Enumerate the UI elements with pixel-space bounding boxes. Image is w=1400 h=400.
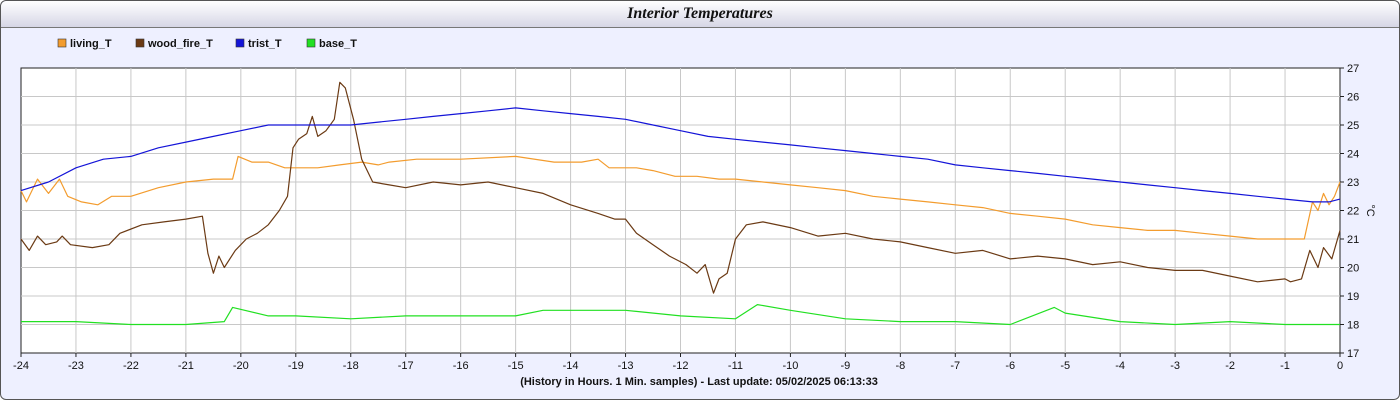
y-tick-label: 24 (1347, 149, 1359, 161)
x-tick-label: -13 (618, 360, 634, 372)
x-tick-label: -23 (68, 360, 84, 372)
x-tick-label: 0 (1337, 360, 1343, 372)
legend-label: wood_fire_T (147, 38, 213, 50)
x-tick-label: -8 (895, 360, 905, 372)
legend-label: trist_T (248, 38, 282, 50)
x-tick-label: -5 (1060, 360, 1070, 372)
y-tick-label: 18 (1347, 320, 1359, 332)
y-tick-label: 19 (1347, 291, 1359, 303)
chart-footer: (History in Hours. 1 Min. samples) - Las… (520, 376, 878, 388)
y-tick-label: 21 (1347, 234, 1359, 246)
x-tick-label: -9 (840, 360, 850, 372)
series-line-trist-T (20, 107, 1341, 203)
x-tick-label: -18 (343, 360, 359, 372)
x-tick-label: -7 (950, 360, 960, 372)
axes: -24 -23 -22 -21 -20 -19 -18 -17 -16 -15 -14 -13 -12-… (13, 63, 1359, 372)
x-tick-label: -3 (1170, 360, 1180, 372)
y-tick-label: 25 (1347, 120, 1359, 132)
y-tick-label: 23 (1347, 177, 1359, 189)
legend-swatch (57, 38, 67, 48)
series-line-base-T (21, 304, 1340, 326)
chart-title: Interior Temperatures (627, 5, 773, 22)
x-tick-label: -4 (1115, 360, 1125, 372)
x-tick-label: -1 (1280, 360, 1290, 372)
x-tick-label: -22 (123, 360, 139, 372)
legend-label: base_T (319, 38, 357, 50)
x-tick-label: -20 (233, 360, 249, 372)
x-tick-label: -17 (398, 360, 414, 372)
legend-label: living_T (70, 38, 112, 50)
x-tick-label: -19 (288, 360, 304, 372)
x-tick-label: -15 (508, 360, 524, 372)
y-tick-label: 22 (1347, 206, 1359, 218)
x-tick-label: -14 (563, 360, 579, 372)
x-tick-label: -11 (728, 360, 743, 372)
y-axis-label: °C (1364, 204, 1376, 216)
y-tick-label: 20 (1347, 263, 1359, 275)
y-tick-label: 26 (1347, 92, 1359, 104)
x-tick-label: -6 (1005, 360, 1015, 372)
series-line-living-T (20, 155, 1341, 240)
legend: living_T wood_fire_T trist_T base_T (57, 38, 357, 50)
y-tick-label: 27 (1347, 63, 1359, 75)
legend-swatch (235, 38, 245, 48)
gridlines (21, 68, 1340, 353)
legend-swatch (306, 38, 316, 48)
series-line-wood-fire-T (20, 81, 1341, 294)
x-tick-label: -12 (673, 360, 689, 372)
series-lines (20, 81, 1341, 326)
title-bar: Interior Temperatures (1, 1, 1399, 28)
y-tick-label: 17 (1347, 348, 1359, 360)
legend-swatch (135, 38, 145, 48)
x-tick-label: -10 (782, 360, 798, 372)
x-tick-label: -21 (178, 360, 194, 372)
x-tick-label: -16 (453, 360, 469, 372)
x-tick-label: -24 (13, 360, 29, 372)
x-tick-label: -2 (1225, 360, 1235, 372)
